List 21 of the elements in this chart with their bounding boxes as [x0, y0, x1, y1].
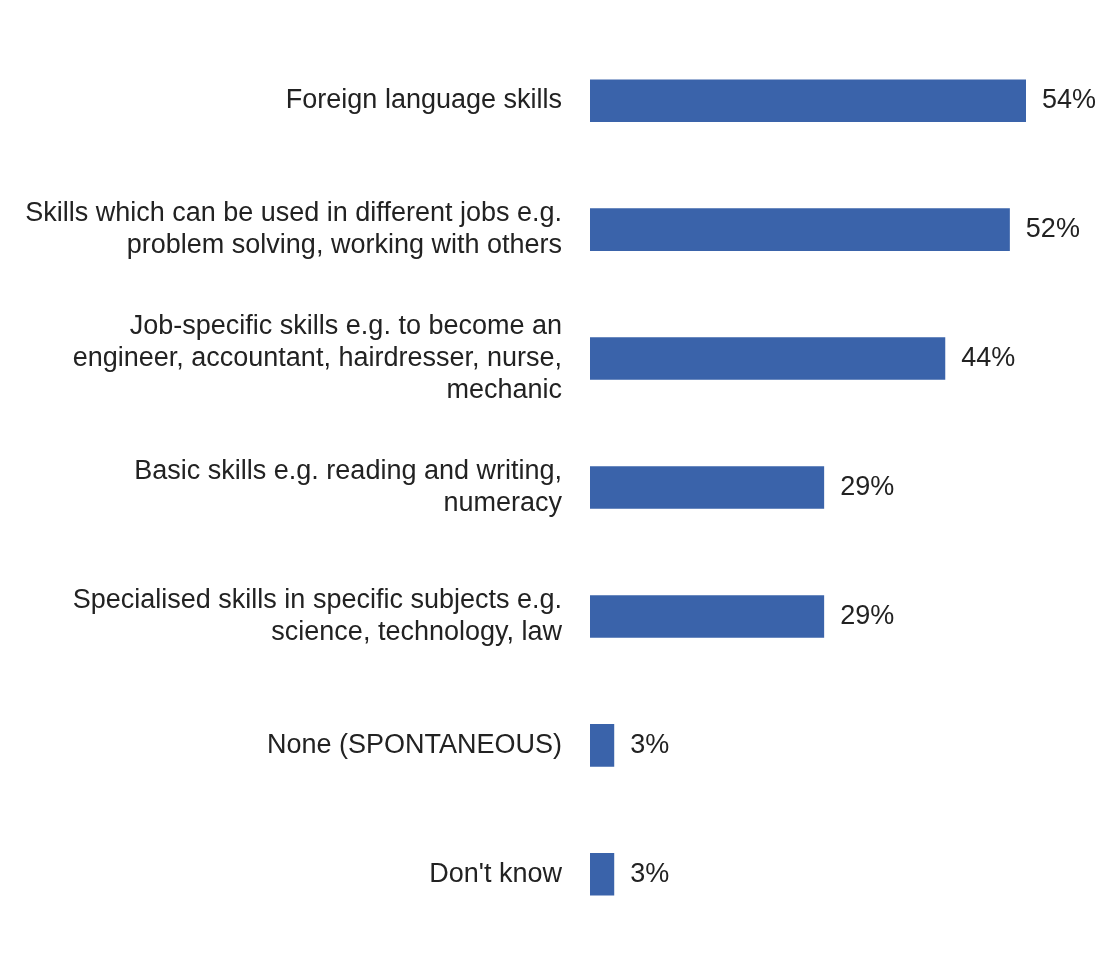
data-label: 3%	[630, 728, 670, 759]
y-tick-label: Don't know	[429, 857, 563, 888]
y-tick-label: Basic skills e.g. reading and writing, numeracy	[134, 454, 563, 518]
bar	[590, 79, 1026, 122]
y-tick-label: Job-specific skills e.g. to become an engineer, accountant, hairdresser, nurse, mechanic	[72, 309, 562, 405]
y-tick-label: Skills which can be used in different jobs e.g. problem solving, working with others	[25, 196, 562, 260]
data-label: 54%	[1042, 84, 1097, 115]
y-tick-label: Specialised skills in specific subjects e.g. science, technology, law	[72, 583, 563, 647]
data-label: 29%	[840, 599, 895, 630]
data-label: 3%	[630, 857, 670, 888]
y-tick-label: Foreign language skills	[285, 84, 562, 115]
data-label: 29%	[840, 470, 895, 501]
data-label: 52%	[1025, 213, 1080, 244]
bar	[590, 466, 825, 509]
bar	[590, 595, 825, 638]
y-tick-label: None (SPONTANEOUS)	[266, 728, 562, 759]
bar	[590, 853, 615, 896]
bar	[590, 337, 946, 380]
data-label: 44%	[961, 342, 1016, 373]
bar	[590, 208, 1010, 251]
bar	[590, 724, 615, 767]
